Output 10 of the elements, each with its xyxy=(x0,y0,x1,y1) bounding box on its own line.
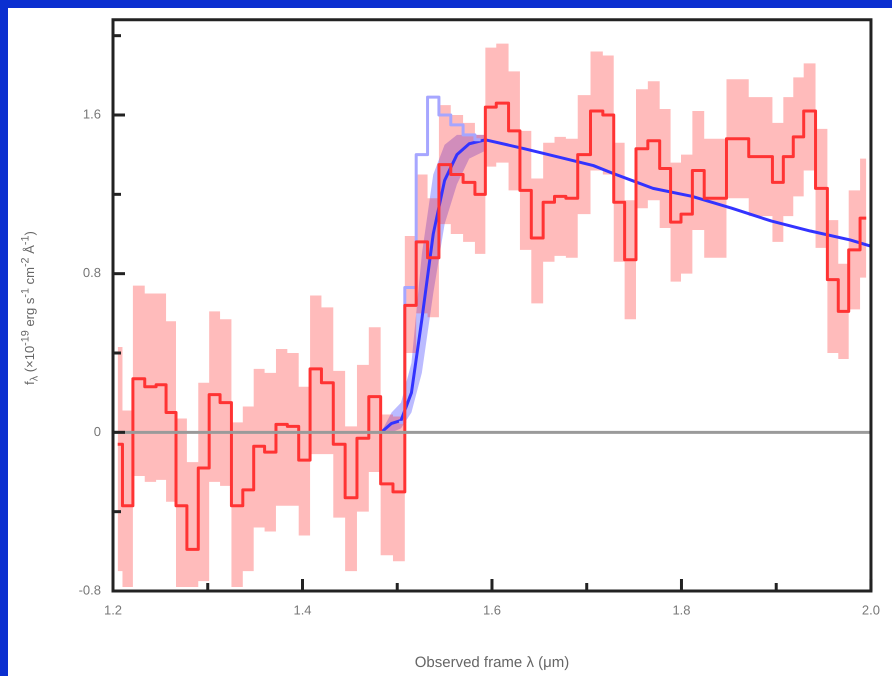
x-tick-label: 2.0 xyxy=(862,602,880,618)
y-tick-label: 1.6 xyxy=(82,106,101,122)
x-axis-title: Observed frame λ (μm) xyxy=(414,654,570,672)
x-tick-label: 1.2 xyxy=(104,602,122,618)
y-tick-label: -0.8 xyxy=(78,582,101,598)
y-tick-label: 0.8 xyxy=(82,265,101,280)
x-tick-label: 1.8 xyxy=(672,602,691,618)
x-tick-label: 1.4 xyxy=(293,602,312,618)
x-tick-label: 1.6 xyxy=(482,602,502,618)
y-tick-label: 0 xyxy=(94,424,101,439)
